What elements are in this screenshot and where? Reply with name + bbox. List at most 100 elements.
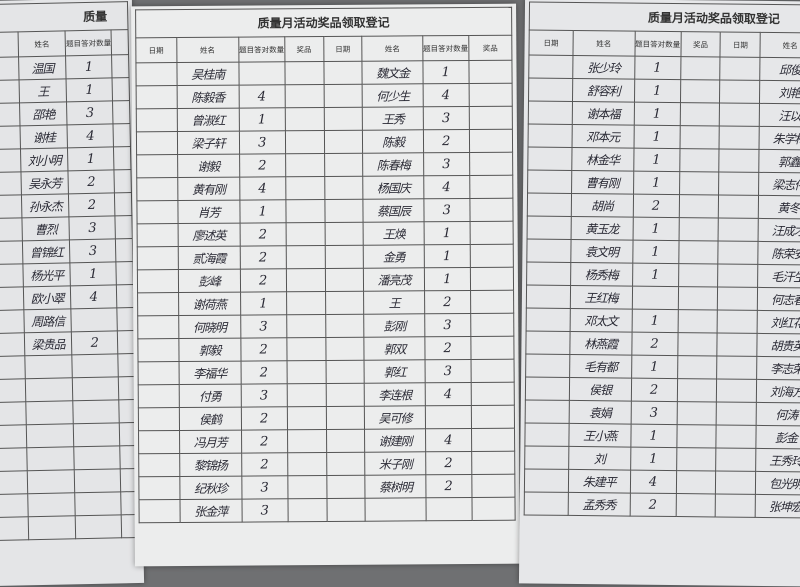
name-cell: 王 bbox=[363, 290, 425, 315]
date-cell bbox=[325, 360, 365, 384]
name-cell bbox=[26, 423, 74, 448]
name-cell: 张少玲 bbox=[572, 55, 635, 80]
prize-cell bbox=[679, 171, 720, 195]
name-cell: 谢毅 bbox=[177, 154, 240, 178]
count-cell: 1 bbox=[632, 217, 679, 241]
date-cell bbox=[0, 171, 22, 197]
table-row: 付勇 3 李连根 4 bbox=[138, 382, 515, 408]
name-cell: 邱俊 bbox=[759, 57, 800, 82]
count-cell bbox=[631, 286, 679, 310]
name-cell: 何涛 bbox=[756, 402, 800, 427]
table-row: 何晓明 3 彭刚 3 bbox=[137, 313, 514, 339]
table-row: 林燕霞 2 胡贵英 bbox=[525, 330, 800, 358]
table-row: 黎锦扬 2 米子刚 2 bbox=[138, 451, 515, 477]
col-date: 日期 bbox=[528, 29, 574, 56]
count-cell: 1 bbox=[633, 171, 680, 195]
table-row: 彭峰 2 潘亮茂 1 bbox=[137, 267, 514, 293]
date-cell bbox=[527, 215, 572, 240]
count-cell: 1 bbox=[70, 261, 117, 286]
count-cell bbox=[73, 445, 121, 470]
count-cell: 1 bbox=[422, 60, 469, 84]
count-cell: 1 bbox=[634, 56, 681, 80]
name-cell: 蔡树明 bbox=[365, 474, 426, 499]
prize-cell bbox=[285, 130, 325, 154]
count-cell: 1 bbox=[66, 77, 113, 102]
date-cell bbox=[323, 84, 363, 108]
prize-cell bbox=[678, 240, 719, 264]
name-cell: 孙永杰 bbox=[21, 193, 70, 218]
count-cell: 2 bbox=[71, 330, 119, 355]
registration-table: 日期 姓名 题目答对数量 奖品 日期 姓名 题目答对数量 奖品 吴桂南 魏文金 1 陈… bbox=[135, 35, 516, 524]
table-row: 邓太文 1 刘红花 bbox=[526, 307, 800, 335]
sheet-title: 质量月活动奖品领取登记 bbox=[135, 6, 513, 38]
table-row bbox=[0, 514, 139, 542]
prize-cell bbox=[285, 222, 325, 246]
count-cell: 2 bbox=[632, 194, 680, 218]
count-cell: 4 bbox=[70, 284, 118, 309]
date-cell bbox=[137, 223, 178, 247]
col-name: 姓名 bbox=[18, 30, 66, 57]
table-row: 黄玉龙 1 汪成才 bbox=[527, 215, 800, 243]
date-cell bbox=[324, 153, 364, 177]
count-cell: 4 bbox=[422, 83, 469, 107]
name-cell bbox=[24, 354, 73, 379]
count-cell: 3 bbox=[423, 152, 470, 176]
name-cell: 彭刚 bbox=[364, 313, 425, 338]
name-cell: 梁志伟 bbox=[758, 172, 800, 197]
prize-cell bbox=[468, 106, 513, 130]
date-cell bbox=[323, 130, 363, 154]
table-row: 袁娟 3 何涛 bbox=[525, 399, 800, 427]
name-cell: 梁贵品 bbox=[24, 331, 73, 356]
date-cell bbox=[526, 238, 571, 263]
table-row: 毛有都 1 李志荣 bbox=[525, 353, 800, 381]
prize-cell bbox=[677, 355, 718, 379]
name-cell: 吴可修 bbox=[364, 405, 426, 430]
date-cell bbox=[0, 148, 21, 174]
prize-cell bbox=[113, 146, 131, 170]
date-cell bbox=[324, 222, 364, 246]
date-cell bbox=[525, 330, 570, 355]
count-cell: 1 bbox=[633, 125, 680, 149]
date-cell bbox=[716, 401, 757, 426]
name-cell: 彭峰 bbox=[177, 269, 241, 293]
prize-cell bbox=[469, 129, 513, 153]
name-cell: 杨光平 bbox=[22, 262, 71, 287]
prize-cell bbox=[287, 406, 327, 430]
count-cell bbox=[238, 61, 285, 86]
prize-cell bbox=[677, 286, 718, 310]
date-cell bbox=[138, 453, 180, 477]
prize-cell bbox=[676, 447, 717, 471]
name-cell: 袁文明 bbox=[570, 239, 633, 264]
name-cell: 袁娟 bbox=[568, 400, 631, 425]
name-cell: 邓太文 bbox=[569, 308, 632, 333]
prize-cell bbox=[468, 60, 513, 84]
name-cell: 陈毅 bbox=[362, 129, 424, 154]
table-row: 谢荷燕 1 王 2 bbox=[137, 290, 514, 316]
count-cell: 2 bbox=[240, 268, 287, 293]
prize-cell bbox=[112, 100, 130, 124]
count-cell: 1 bbox=[424, 267, 471, 291]
name-cell: 贰海霞 bbox=[177, 246, 241, 270]
sheet-title: 质量月活动奖品领取登记 bbox=[528, 1, 800, 33]
prize-cell bbox=[471, 497, 516, 521]
date-cell bbox=[136, 131, 178, 155]
count-cell bbox=[73, 422, 120, 447]
name-cell: 李福华 bbox=[178, 361, 241, 385]
count-cell: 1 bbox=[239, 199, 286, 224]
date-cell bbox=[717, 332, 758, 357]
date-cell bbox=[527, 169, 572, 194]
prize-cell bbox=[284, 107, 324, 131]
count-cell: 3 bbox=[423, 198, 470, 222]
count-cell: 3 bbox=[239, 130, 286, 155]
name-cell: 曹烈 bbox=[21, 216, 70, 241]
name-cell: 刘 bbox=[568, 446, 631, 471]
name-cell: 李志荣 bbox=[756, 356, 800, 381]
date-cell bbox=[716, 424, 757, 449]
prize-cell bbox=[471, 474, 515, 498]
count-cell: 1 bbox=[238, 107, 286, 132]
date-cell bbox=[719, 148, 760, 173]
prize-cell bbox=[287, 429, 327, 453]
count-cell: 1 bbox=[632, 240, 679, 264]
col-prize bbox=[111, 29, 129, 55]
date-cell bbox=[138, 361, 179, 385]
